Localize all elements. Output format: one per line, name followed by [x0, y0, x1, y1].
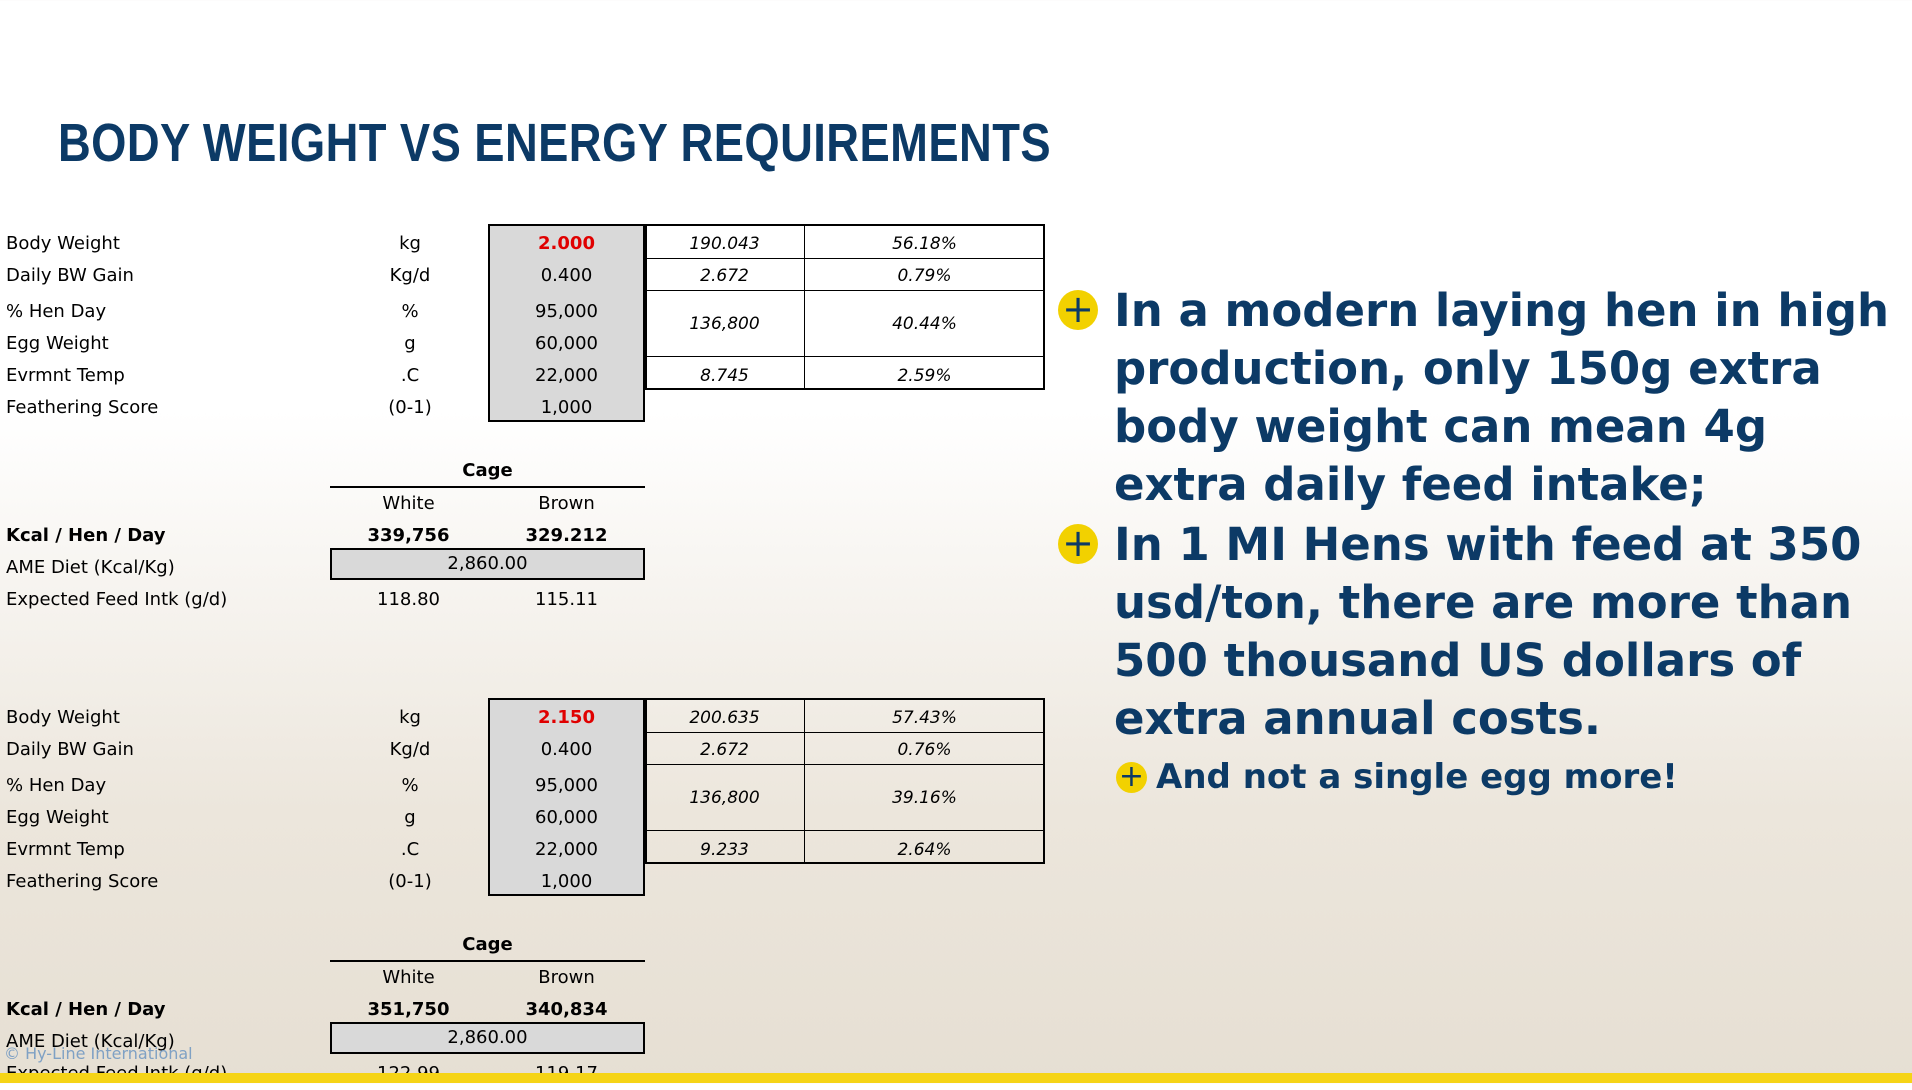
row-label: Egg Weight — [6, 333, 109, 354]
page-title: BODY WEIGHT VS ENERGY REQUIREMENTS — [58, 113, 1052, 173]
ame-label: AME Diet (Kcal/Kg) — [6, 1031, 175, 1052]
brown-label: Brown — [538, 493, 595, 514]
result-percent: 0.79% — [897, 266, 952, 286]
input-box-2 — [488, 698, 645, 896]
white-label: White — [382, 493, 435, 514]
bullet-text: And not a single egg more! — [1156, 757, 1678, 797]
kcal-brown: 340,834 — [525, 999, 608, 1020]
bullet-list: + In a modern laying hen in high product… — [1058, 282, 1908, 802]
white-label: White — [382, 967, 435, 988]
result-percent: 56.18% — [892, 234, 957, 254]
sub-bullet-item: + And not a single egg more! — [1058, 754, 1908, 800]
feed-brown: 115.11 — [535, 589, 598, 610]
result-percent: 40.44% — [892, 314, 957, 334]
feed-white: 118.80 — [377, 589, 440, 610]
result-value: 136,800 — [689, 788, 760, 808]
ame-value[interactable]: 2,860.00 — [330, 1022, 645, 1054]
row-value[interactable]: 1,000 — [540, 871, 593, 892]
row-unit: .C — [400, 365, 420, 386]
row-label: Feathering Score — [6, 397, 159, 418]
row-label: Evrmnt Temp — [6, 365, 125, 386]
plus-circle-icon: + — [1058, 290, 1098, 330]
plus-circle-icon: + — [1058, 524, 1098, 564]
bottom-accent-bar — [0, 1073, 1912, 1083]
row-label: % Hen Day — [6, 301, 107, 322]
plus-circle-icon: + — [1116, 762, 1147, 793]
input-box-1 — [488, 224, 645, 422]
result-value: 9.233 — [700, 840, 749, 860]
result-value: 136,800 — [689, 314, 760, 334]
row-unit: g — [404, 333, 416, 354]
row-label: Egg Weight — [6, 807, 109, 828]
result-percent: 2.64% — [897, 840, 952, 860]
row-unit: Kg/d — [389, 739, 431, 760]
kcal-white: 339,756 — [367, 525, 450, 546]
result-percent: 0.76% — [897, 740, 952, 760]
bullet-text: In 1 MI Hens with feed at 350 usd/ton, t… — [1114, 518, 1862, 745]
kcal-brown: 329.212 — [525, 525, 608, 546]
row-label: Daily BW Gain — [6, 739, 134, 760]
result-percent: 57.43% — [892, 708, 957, 728]
bullet-text: In a modern laying hen in high productio… — [1114, 284, 1890, 511]
results-grid-2 — [645, 698, 1045, 864]
body-weight-value[interactable]: 2.150 — [538, 707, 595, 728]
result-value: 200.635 — [689, 708, 760, 728]
result-value: 2.672 — [700, 740, 749, 760]
row-value[interactable]: 60,000 — [535, 807, 598, 828]
brown-label: Brown — [538, 967, 595, 988]
row-unit: (0-1) — [388, 397, 432, 418]
row-unit: Kg/d — [389, 265, 431, 286]
row-unit: kg — [399, 707, 421, 728]
feed-label: Expected Feed Intk (g/d) — [6, 589, 228, 610]
kcal-label: Kcal / Hen / Day — [6, 525, 166, 546]
row-label: Feathering Score — [6, 871, 159, 892]
kcal-white: 351,750 — [367, 999, 450, 1020]
kcal-label: Kcal / Hen / Day — [6, 999, 166, 1020]
row-unit: .C — [400, 839, 420, 860]
row-value[interactable]: 95,000 — [535, 301, 598, 322]
result-value: 190.043 — [689, 234, 760, 254]
row-unit: (0-1) — [388, 871, 432, 892]
row-label: Body Weight — [6, 707, 120, 728]
ame-label: AME Diet (Kcal/Kg) — [6, 557, 175, 578]
row-unit: kg — [399, 233, 421, 254]
row-value[interactable]: 1,000 — [540, 397, 593, 418]
results-grid-1 — [645, 224, 1045, 390]
bullet-item: + In a modern laying hen in high product… — [1058, 282, 1908, 514]
row-value[interactable]: 95,000 — [535, 775, 598, 796]
body-weight-value[interactable]: 2.000 — [538, 233, 595, 254]
copyright-footer: © Hy-Line International — [4, 1044, 193, 1063]
row-label: Evrmnt Temp — [6, 839, 125, 860]
row-label: % Hen Day — [6, 775, 107, 796]
cage-header: Cage — [330, 456, 645, 488]
cage-header: Cage — [330, 930, 645, 962]
row-unit: % — [401, 301, 419, 322]
row-label: Body Weight — [6, 233, 120, 254]
row-value[interactable]: 0.400 — [540, 265, 593, 286]
row-value[interactable]: 22,000 — [535, 365, 598, 386]
row-value[interactable]: 0.400 — [540, 739, 593, 760]
bullet-item: + In 1 MI Hens with feed at 350 usd/ton,… — [1058, 516, 1908, 748]
ame-value[interactable]: 2,860.00 — [330, 548, 645, 580]
row-unit: g — [404, 807, 416, 828]
row-value[interactable]: 60,000 — [535, 333, 598, 354]
result-value: 8.745 — [700, 366, 749, 386]
result-value: 2.672 — [700, 266, 749, 286]
row-value[interactable]: 22,000 — [535, 839, 598, 860]
result-percent: 2.59% — [897, 366, 952, 386]
row-unit: % — [401, 775, 419, 796]
result-percent: 39.16% — [892, 788, 957, 808]
row-label: Daily BW Gain — [6, 265, 134, 286]
